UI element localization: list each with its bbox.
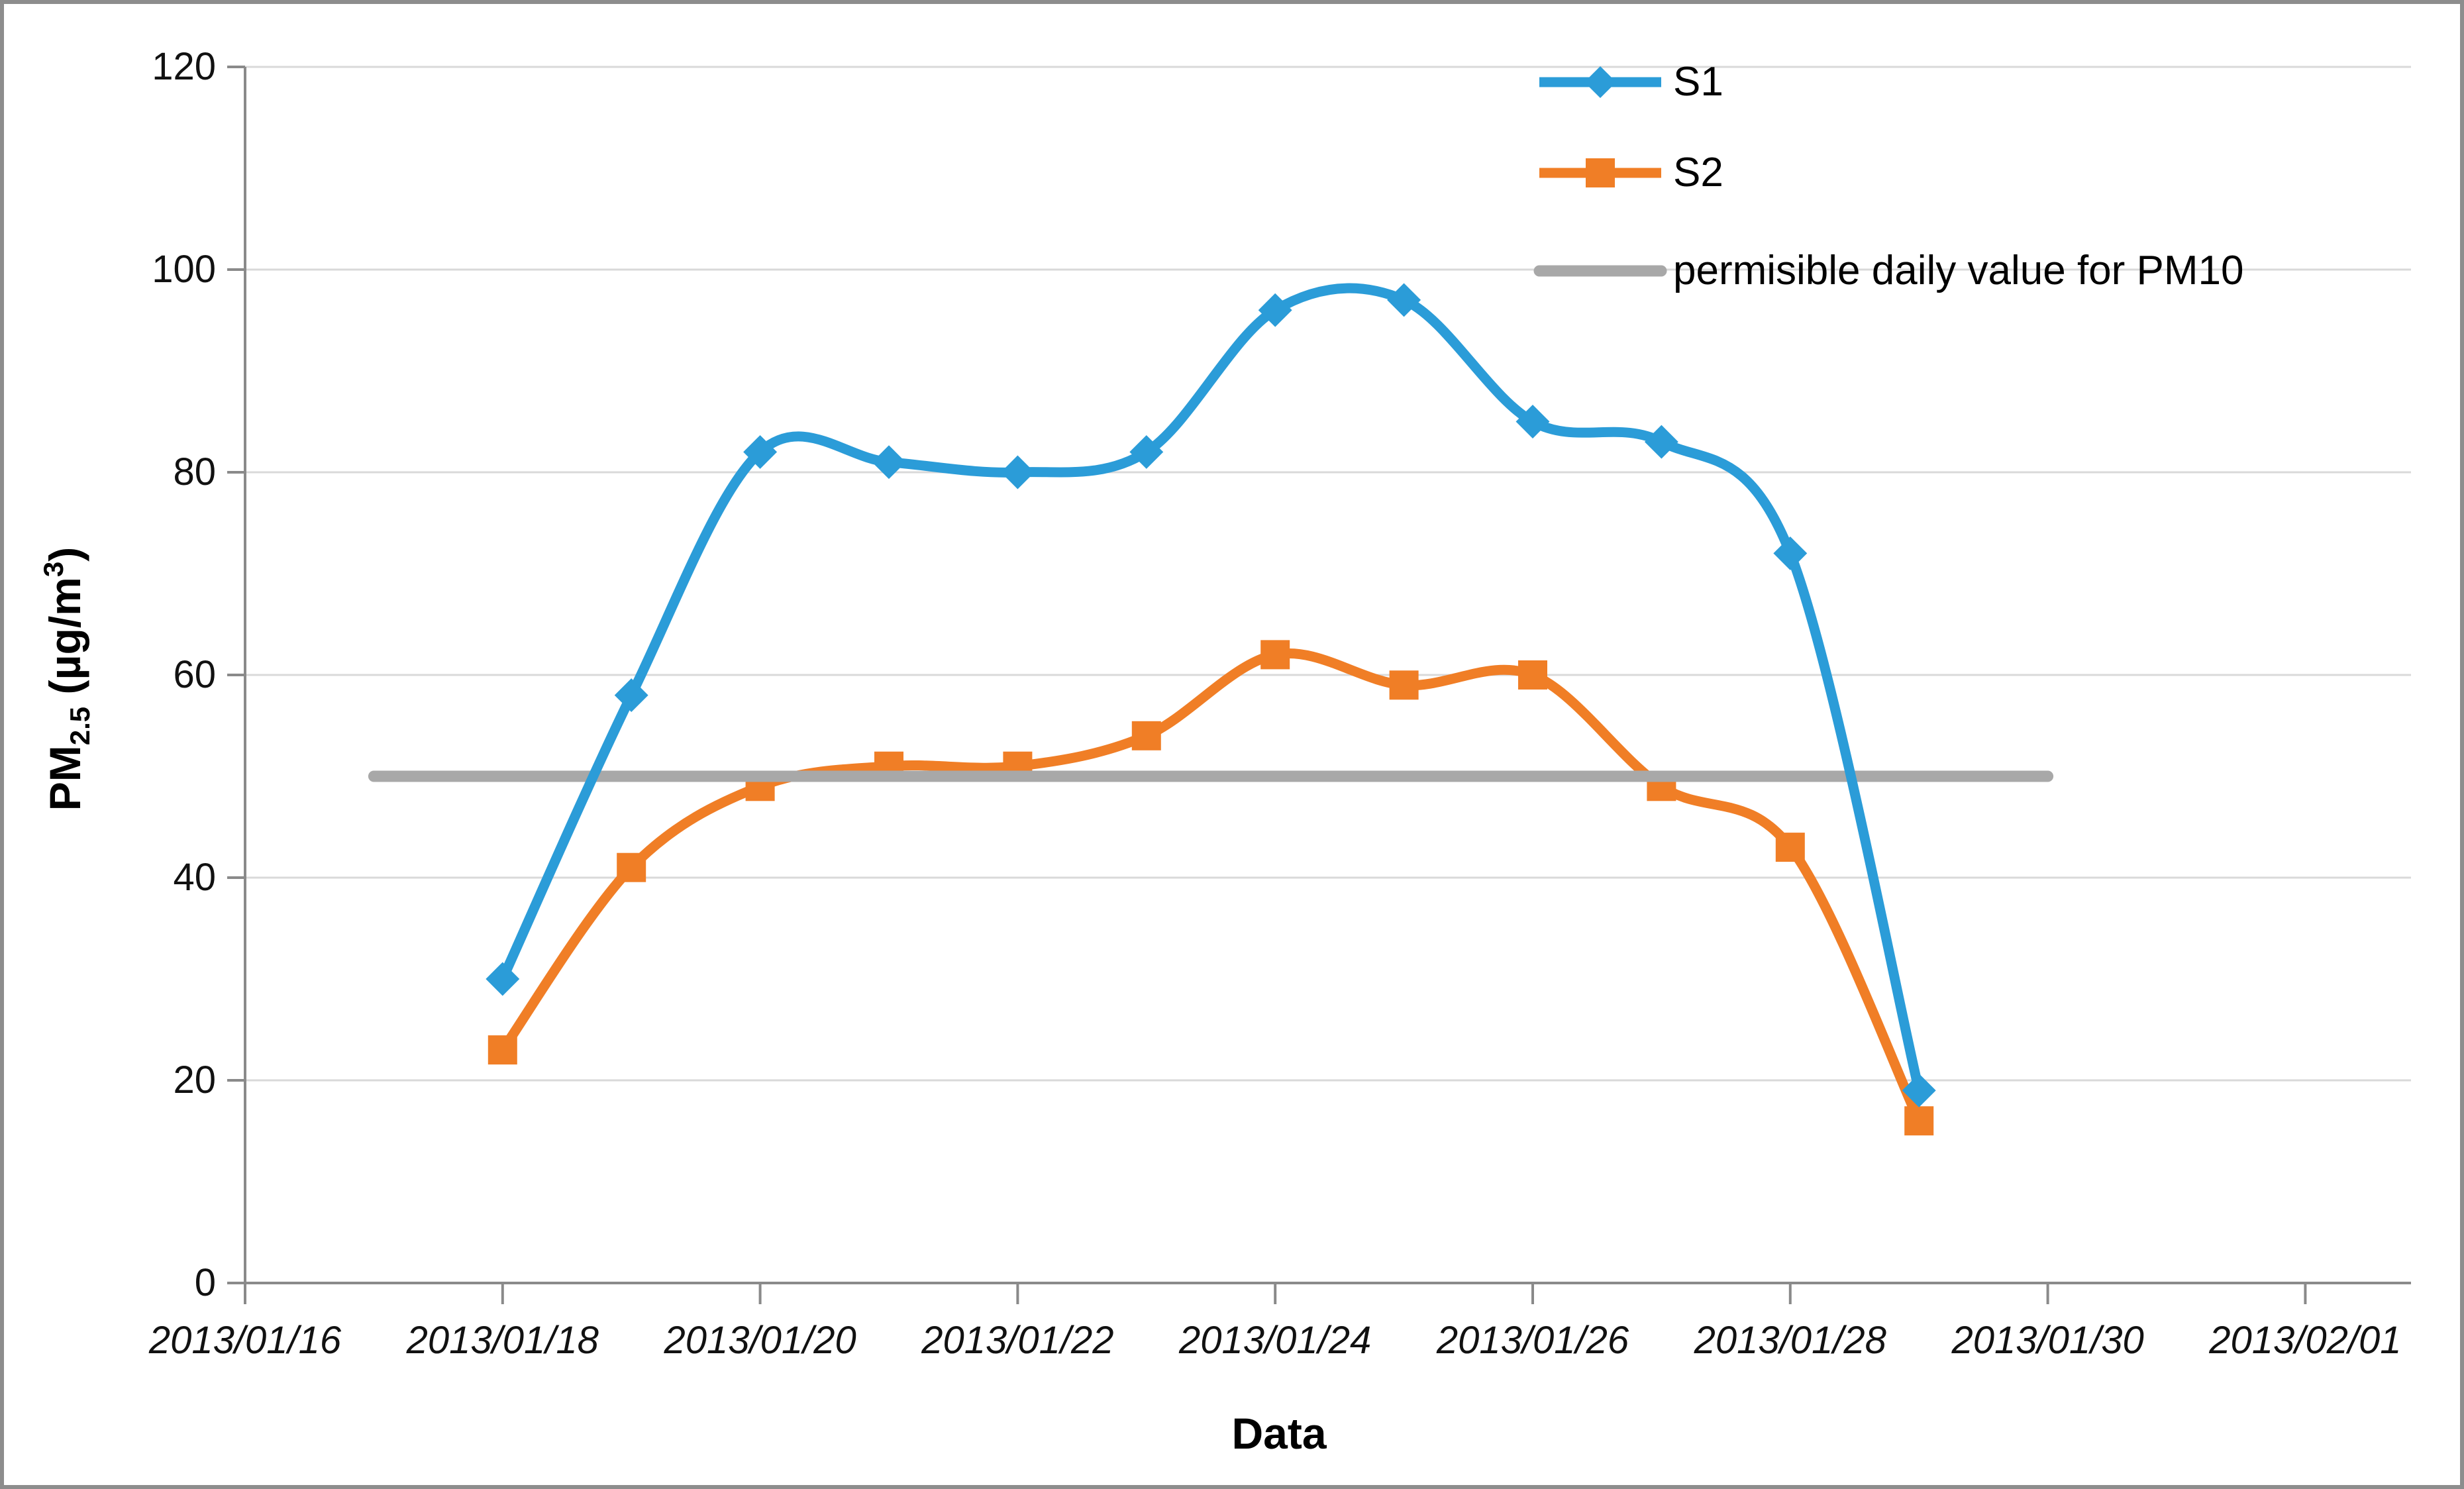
y-tick-label-120: 120 <box>152 45 216 88</box>
legend-label-s1: S1 <box>1673 59 1723 105</box>
x-tick-label-2013-01-22: 2013/01/22 <box>921 1319 1114 1362</box>
series-s2-marker-2013-01-25 <box>1389 670 1419 700</box>
x-tick-label-2013-02-01: 2013/02/01 <box>2209 1319 2402 1362</box>
legend-label-limit: permisible daily value for PM10 <box>1673 248 2244 293</box>
x-tick-label-2013-01-18: 2013/01/18 <box>406 1319 599 1362</box>
x-tick-label-2013-01-26: 2013/01/26 <box>1436 1319 1629 1362</box>
y-axis-title-subscript: 2.5 <box>64 706 95 746</box>
series-s2-marker-2013-01-24 <box>1260 640 1290 670</box>
legend-label-s2: S2 <box>1673 150 1723 195</box>
series-s1-line <box>497 283 1924 1096</box>
series-s2-marker-2013-01-26 <box>1518 660 1547 690</box>
series-s1-marker-2013-01-23 <box>1129 435 1164 469</box>
series-s2-marker-2013-01-28 <box>1775 833 1805 862</box>
series-s1-marker-2013-01-19 <box>614 678 648 713</box>
y-tick-label-20: 20 <box>173 1058 216 1102</box>
series-s2-marker-2013-01-19 <box>617 852 646 882</box>
y-tick-label-100: 100 <box>152 248 216 291</box>
series-s1-marker-2013-01-21 <box>872 445 906 480</box>
x-tick-label-2013-01-30: 2013/01/30 <box>1951 1319 2144 1362</box>
x-tick-label-2013-01-24: 2013/01/24 <box>1179 1319 1372 1362</box>
series-s1-marker-2013-01-27 <box>1644 425 1678 459</box>
x-tick-label-2013-01-20: 2013/01/20 <box>664 1319 856 1362</box>
series-s2-marker-2013-01-23 <box>1131 721 1161 750</box>
legend-sample-s1-marker <box>1584 66 1617 99</box>
series-s2-marker-2013-01-29 <box>1904 1106 1934 1136</box>
y-tick-label-40: 40 <box>173 856 216 899</box>
series-s1-marker-2013-01-22 <box>1000 455 1035 489</box>
x-axis-title: Data <box>1231 1409 1327 1458</box>
y-tick-label-0: 0 <box>194 1261 216 1304</box>
x-tick-label-2013-01-28: 2013/01/28 <box>1694 1319 1886 1362</box>
series-s1-marker-2013-01-24 <box>1258 293 1292 327</box>
x-tick-label-2013-01-16: 2013/01/16 <box>148 1319 342 1362</box>
y-axis-title-prefix: PM <box>40 745 89 811</box>
y-tick-label-60: 60 <box>173 653 216 696</box>
series-s1-marker-2013-01-18 <box>486 962 520 996</box>
series-s1-marker-2013-01-20 <box>743 435 778 469</box>
y-axis-title-superscript: 3 <box>38 561 69 578</box>
plot-area <box>227 66 2411 1304</box>
y-axis-title-suffix: ) <box>40 546 89 562</box>
legend-sample-s2-marker <box>1586 158 1615 187</box>
series-s2-marker-2013-01-18 <box>488 1035 517 1065</box>
series-s1-marker-2013-01-28 <box>1773 536 1808 570</box>
y-tick-label-80: 80 <box>173 450 216 493</box>
series-s2-line <box>497 648 1924 1126</box>
